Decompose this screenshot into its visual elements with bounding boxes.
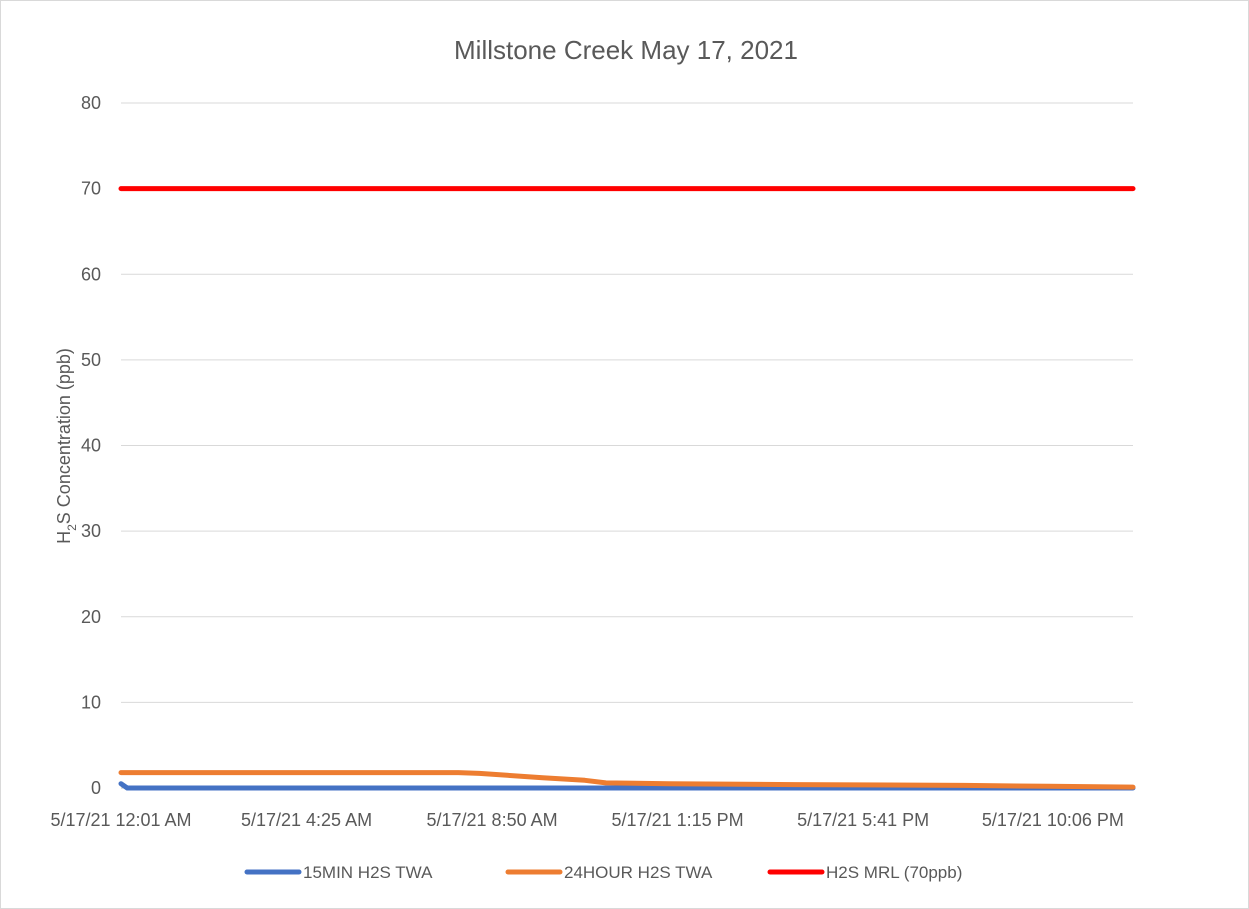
x-tick-label-5: 5/17/21 10:06 PM [982,810,1124,830]
x-tick-label-4: 5/17/21 5:41 PM [797,810,929,830]
y-tick-label-0: 0 [91,778,101,798]
gridlines [121,102,1133,789]
y-tick-labels: 0 10 20 30 40 50 60 70 80 [81,93,101,798]
chart-title: Millstone Creek May 17, 2021 [454,35,798,65]
y-tick-label-40: 40 [81,436,101,456]
y-axis-label: H2S Concentration (ppb) [54,348,79,544]
x-tick-label-0: 5/17/21 12:01 AM [50,810,191,830]
series-line-1 [118,770,1136,790]
y-tick-label-60: 60 [81,264,101,284]
legend-label-2: H2S MRL (70ppb) [826,863,962,882]
y-axis-label-rest: S Concentration (ppb) [54,348,74,524]
x-tick-labels: 5/17/21 12:01 AM 5/17/21 4:25 AM 5/17/21 8… [50,810,1123,830]
y-tick-label-10: 10 [81,692,101,712]
legend: 15MIN H2S TWA 24HOUR H2S TWA H2S MRL (70pp… [244,863,962,882]
legend-label-0: 15MIN H2S TWA [303,863,433,882]
series-line-0 [118,781,1136,791]
x-tick-label-1: 5/17/21 4:25 AM [241,810,372,830]
y-tick-label-20: 20 [81,607,101,627]
x-tick-label-3: 5/17/21 1:15 PM [612,810,744,830]
y-axis-label-main: H [54,531,74,544]
y-tick-label-50: 50 [81,350,101,370]
y-axis-label-subscript: 2 [65,524,79,531]
legend-label-1: 24HOUR H2S TWA [564,863,713,882]
y-tick-label-80: 80 [81,93,101,113]
x-tick-label-2: 5/17/21 8:50 AM [427,810,558,830]
y-tick-label-70: 70 [81,179,101,199]
series-lines [118,186,1136,791]
y-tick-label-30: 30 [81,521,101,541]
